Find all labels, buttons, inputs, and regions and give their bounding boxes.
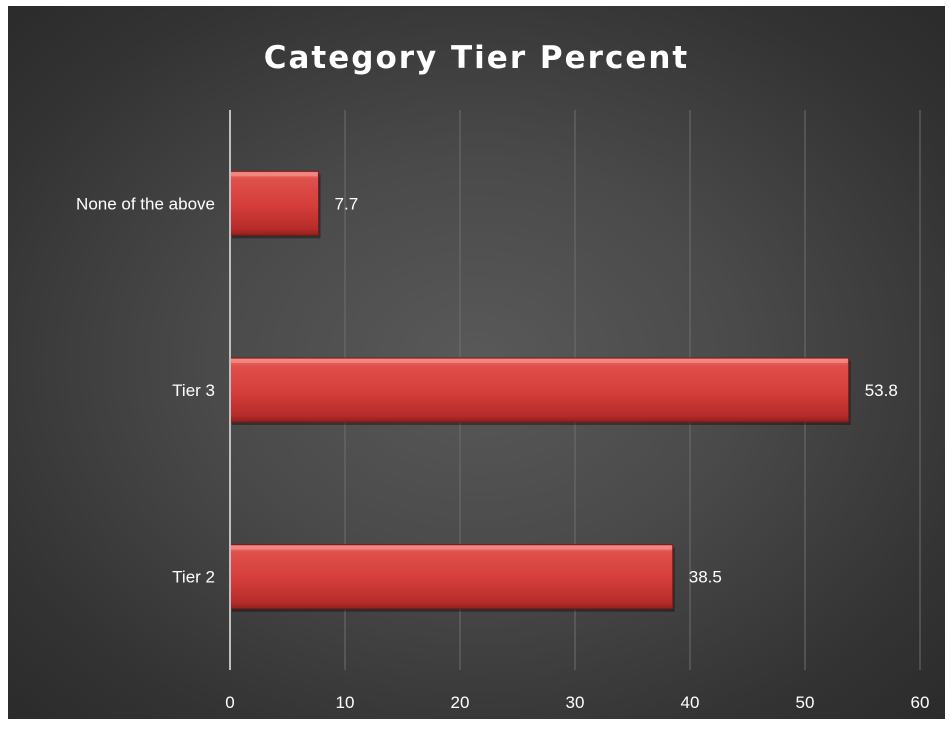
data-label: 38.5 — [689, 568, 722, 587]
category-label: Tier 3 — [172, 381, 215, 400]
chart-frame: Category Tier Percent 0 10 20 30 40 50 60 Tier … — [8, 6, 945, 719]
bar-highlight — [231, 172, 318, 177]
x-tick-label: 10 — [336, 693, 355, 712]
category-label: None of the above — [76, 194, 215, 213]
data-label: 7.7 — [335, 194, 359, 213]
data-label: 53.8 — [865, 381, 898, 400]
bar — [229, 544, 674, 610]
bar-highlight — [231, 359, 848, 363]
x-tick-label: 50 — [796, 693, 815, 712]
x-tick-label: 0 — [225, 693, 234, 712]
x-tick-label: 60 — [911, 693, 930, 712]
bar — [229, 357, 850, 423]
chart-title: Category Tier Percent — [263, 40, 690, 76]
x-tick-label: 30 — [566, 693, 585, 712]
category-label: Tier 2 — [172, 568, 215, 587]
bar-highlight — [231, 545, 672, 550]
x-tick-label: 20 — [451, 693, 470, 712]
chart-plot: 0 10 20 30 40 50 60 Tier 2 38.5 Tier 3 53.8 None of… — [76, 110, 930, 712]
x-tick-label: 40 — [681, 693, 700, 712]
bar — [229, 170, 320, 236]
